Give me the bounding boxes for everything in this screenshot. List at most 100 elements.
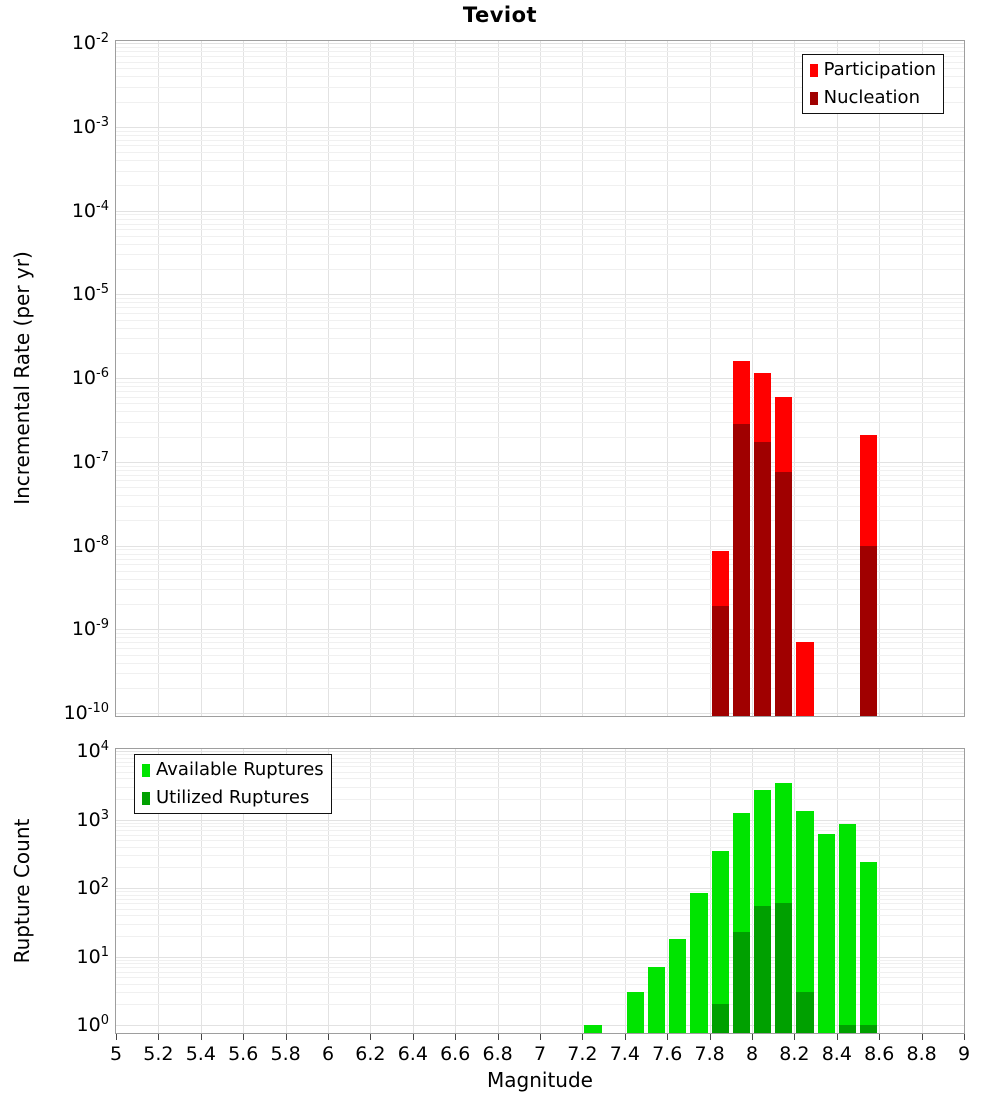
y-tick-label: 10-3 bbox=[71, 114, 109, 138]
x-axis-label: Magnitude bbox=[487, 1068, 593, 1092]
gridline-minor bbox=[116, 139, 964, 141]
gridline-minor bbox=[116, 327, 964, 329]
gridline-vertical bbox=[794, 749, 796, 1033]
gridline-minor bbox=[116, 761, 964, 763]
bar-utilized-ruptures-m7.85 bbox=[711, 1004, 729, 1033]
gridline-minor bbox=[116, 505, 964, 507]
y-tick-label: 102 bbox=[76, 875, 109, 900]
x-tick-label: 7.4 bbox=[609, 1043, 640, 1065]
gridline-minor bbox=[116, 254, 964, 256]
gridline-major bbox=[116, 43, 964, 44]
gridline-minor bbox=[116, 46, 964, 48]
x-tick-label: 7.6 bbox=[652, 1043, 683, 1065]
legend-swatch-icon bbox=[809, 63, 818, 77]
gridline-minor bbox=[116, 319, 964, 321]
x-tick bbox=[836, 1034, 838, 1040]
gridline-vertical bbox=[582, 749, 584, 1033]
y-tick-label: 10-8 bbox=[71, 533, 109, 557]
gridline-minor bbox=[116, 421, 964, 423]
gridline-minor bbox=[116, 469, 964, 471]
gridline-vertical bbox=[328, 749, 329, 1033]
gridline-minor bbox=[116, 403, 964, 405]
y-tick-label: 100 bbox=[76, 1012, 109, 1037]
gridline-minor bbox=[116, 243, 964, 245]
x-tick-label: 6.6 bbox=[440, 1043, 471, 1065]
gridline-minor bbox=[116, 520, 964, 522]
x-tick-label: 6.4 bbox=[397, 1043, 428, 1065]
gridline-minor bbox=[116, 855, 964, 857]
gridline-minor bbox=[116, 891, 964, 893]
gridline-minor bbox=[116, 170, 964, 172]
gridline-minor bbox=[116, 134, 964, 136]
gridline-major bbox=[116, 713, 964, 714]
gridline-minor bbox=[116, 867, 964, 869]
gridline-minor bbox=[116, 898, 964, 900]
legend-swatch-icon bbox=[142, 791, 150, 805]
gridline-minor bbox=[116, 381, 964, 383]
gridline-minor bbox=[116, 840, 964, 842]
gridline-major bbox=[116, 461, 964, 463]
x-tick-label: 9 bbox=[957, 1043, 971, 1065]
bar-utilized-ruptures-m8.15 bbox=[775, 903, 793, 1033]
x-tick bbox=[497, 1034, 499, 1040]
x-tick bbox=[412, 1034, 414, 1040]
gridline-minor bbox=[116, 214, 964, 216]
gridline-minor bbox=[116, 908, 964, 910]
bar-available-ruptures-m8.35 bbox=[817, 833, 835, 1033]
y-axis-label-count: Rupture Count bbox=[10, 818, 34, 964]
chart-title: Teviot bbox=[462, 3, 538, 27]
x-tick bbox=[285, 1034, 287, 1040]
gridline-minor bbox=[116, 903, 964, 905]
gridline-minor bbox=[116, 757, 964, 759]
gridline-major bbox=[116, 819, 964, 821]
x-tick bbox=[455, 1034, 457, 1040]
gridline-major bbox=[116, 294, 964, 296]
legend-item-nucleation: Nucleation bbox=[809, 87, 936, 109]
bar-available-ruptures-m8.55 bbox=[860, 862, 878, 1033]
bar-nucleation-m8.05 bbox=[754, 442, 772, 716]
gridline-major bbox=[116, 126, 964, 128]
gridline-minor bbox=[116, 185, 964, 187]
gridline-minor bbox=[116, 152, 964, 153]
gridline-minor bbox=[116, 86, 964, 88]
gridline-minor bbox=[116, 553, 964, 555]
gridline-vertical bbox=[370, 749, 372, 1033]
gridline-minor bbox=[116, 338, 964, 339]
gridline-major bbox=[116, 956, 964, 958]
y-tick-label: 10-9 bbox=[71, 617, 109, 641]
gridline-major bbox=[116, 1025, 964, 1026]
legend-item-available-ruptures: Available Ruptures bbox=[142, 759, 324, 781]
gridline-minor bbox=[116, 971, 964, 973]
gridline-minor bbox=[116, 56, 964, 57]
gridline-vertical bbox=[243, 749, 245, 1033]
y-tick-label: 103 bbox=[76, 807, 109, 831]
gridline-vertical bbox=[200, 749, 202, 1033]
gridline-vertical bbox=[285, 749, 287, 1033]
x-tick bbox=[582, 1034, 584, 1040]
gridline-minor bbox=[116, 68, 964, 70]
gridline-minor bbox=[116, 963, 964, 965]
y-tick-label: 10-10 bbox=[63, 700, 109, 725]
gridline-minor bbox=[116, 578, 964, 580]
gridline-vertical bbox=[667, 749, 669, 1033]
legend-label: Utilized Ruptures bbox=[156, 787, 310, 808]
gridline-minor bbox=[116, 633, 964, 635]
gridline-minor bbox=[116, 673, 964, 674]
bar-available-ruptures-m8.45 bbox=[838, 824, 856, 1033]
gridline-minor bbox=[116, 474, 964, 476]
gridline-vertical bbox=[540, 749, 541, 1033]
x-tick-label: 8.8 bbox=[906, 1043, 937, 1065]
gridline-vertical bbox=[752, 749, 753, 1033]
rupture-count-legend: Available Ruptures Utilized Ruptures bbox=[134, 754, 332, 814]
gridline-minor bbox=[116, 642, 964, 644]
bar-utilized-ruptures-m7.95 bbox=[732, 931, 750, 1033]
gridline-vertical bbox=[497, 749, 499, 1033]
x-tick bbox=[370, 1034, 372, 1040]
x-tick-label: 8 bbox=[745, 1043, 759, 1065]
gridline-minor bbox=[116, 312, 964, 314]
x-tick bbox=[243, 1034, 245, 1040]
gridline-minor bbox=[116, 218, 964, 220]
gridline-minor bbox=[116, 302, 964, 304]
x-tick bbox=[752, 1034, 753, 1040]
x-tick bbox=[964, 1034, 965, 1040]
